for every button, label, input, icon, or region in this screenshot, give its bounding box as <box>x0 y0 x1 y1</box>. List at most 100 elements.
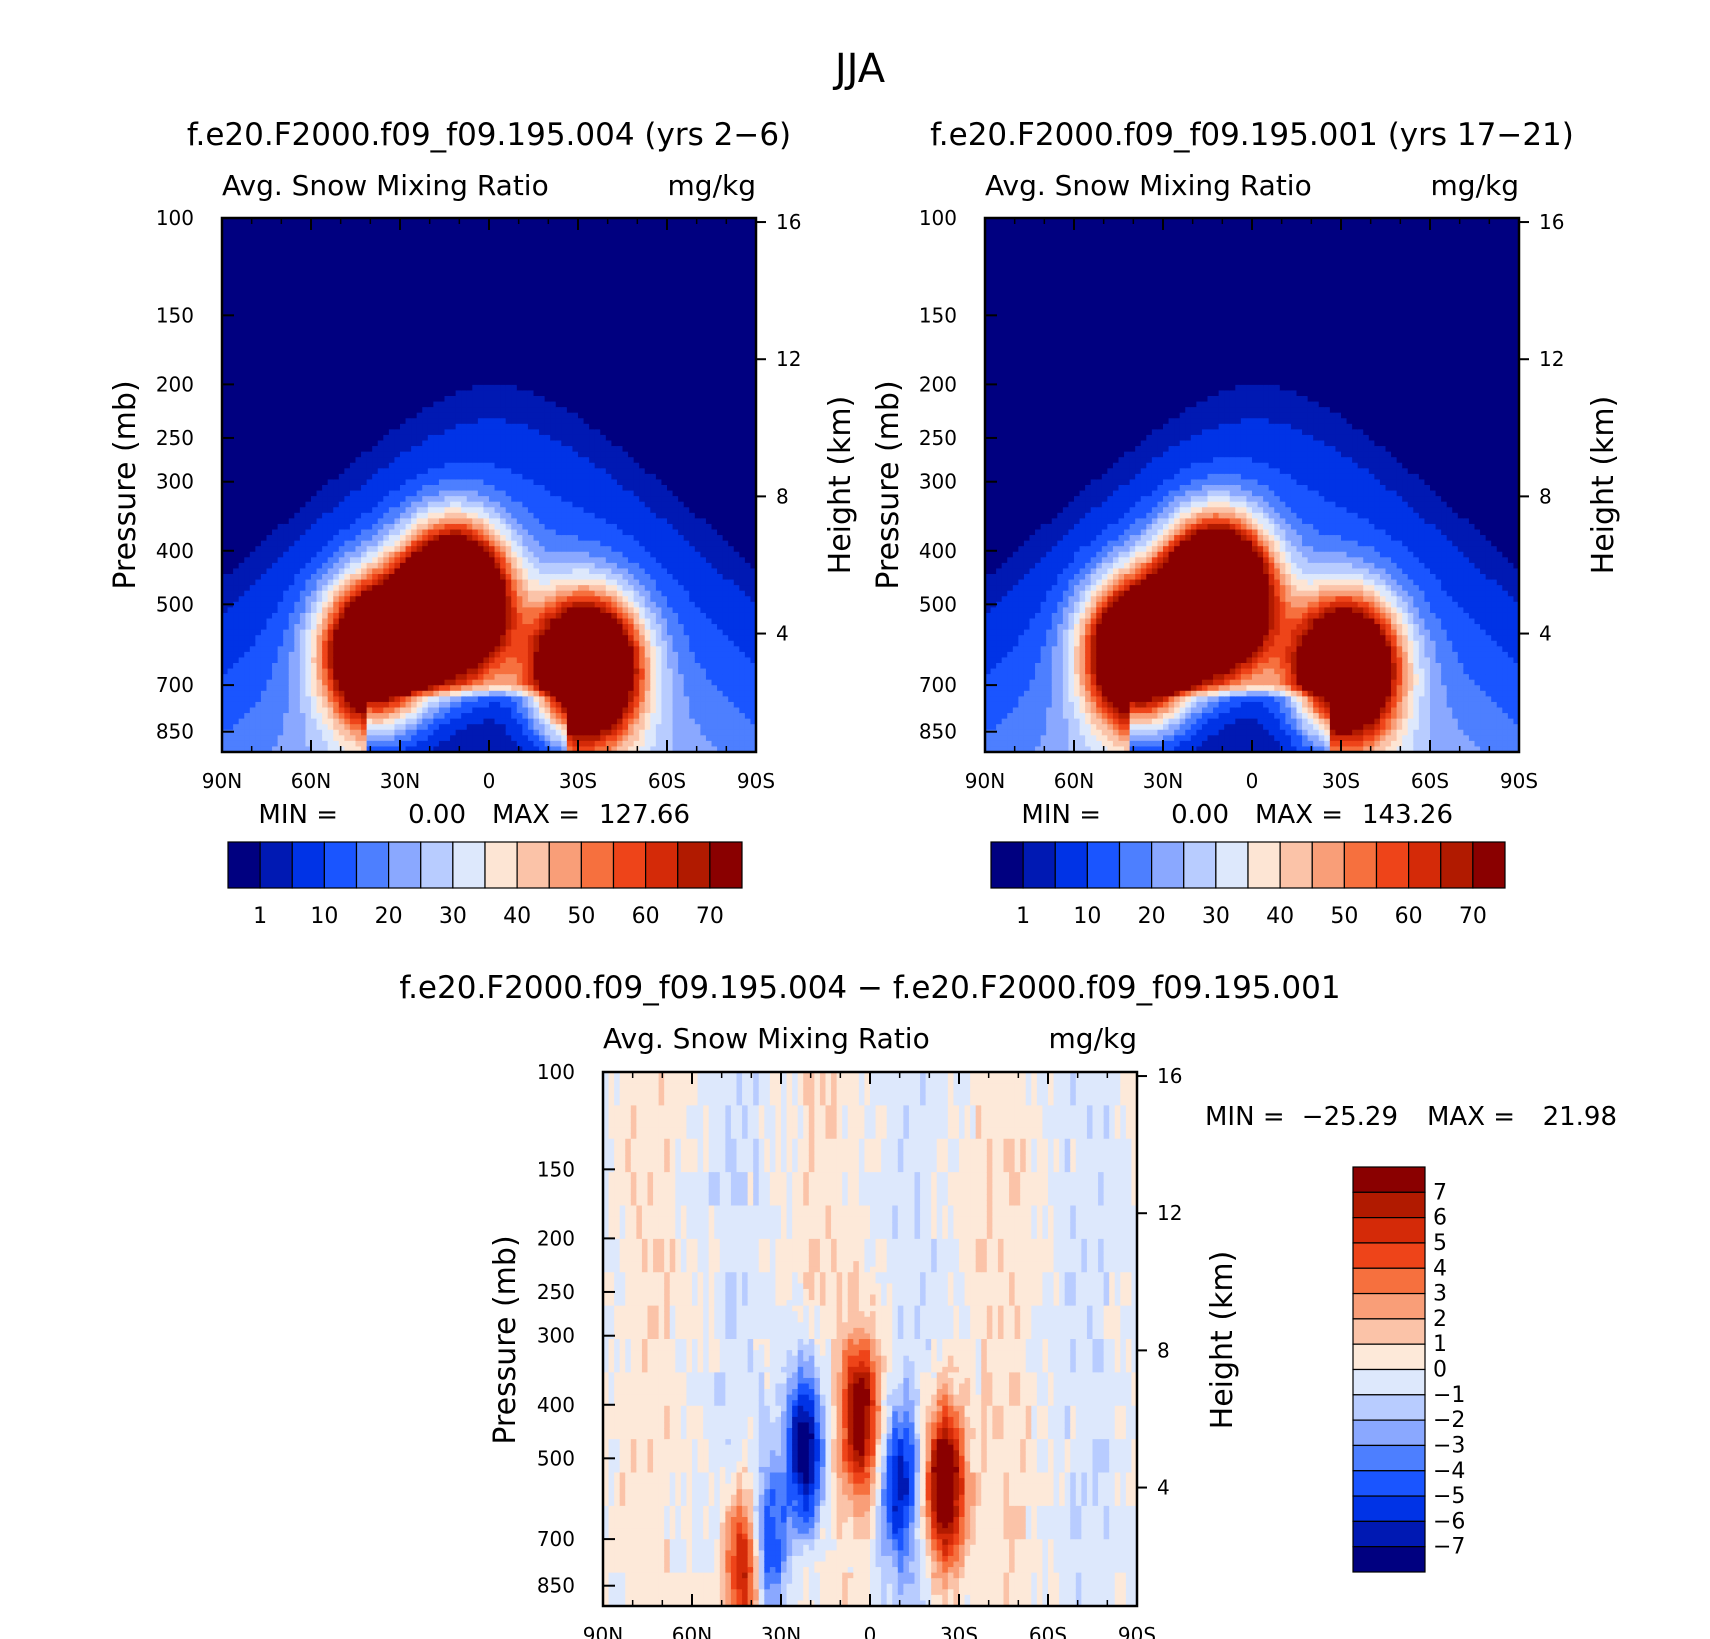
heatmap-cell <box>349 284 357 291</box>
heatmap-cell <box>416 663 423 670</box>
heatmap-cell <box>472 579 479 586</box>
heatmap-cell <box>444 379 451 386</box>
heatmap-cell <box>344 373 351 380</box>
heatmap-cell <box>327 651 334 659</box>
heatmap-cell <box>444 318 451 325</box>
heatmap-cell <box>466 735 473 742</box>
heatmap-cell <box>411 718 418 725</box>
heatmap-cell <box>433 407 440 414</box>
heatmap-cell <box>472 546 479 553</box>
heatmap-cell <box>260 546 268 553</box>
heatmap-cell <box>427 245 434 252</box>
heatmap-cell <box>333 368 340 375</box>
heatmap-cell <box>388 334 396 341</box>
heatmap-cell <box>311 440 318 447</box>
heatmap-cell <box>400 457 407 464</box>
heatmap-cell <box>433 256 440 264</box>
heatmap-cell <box>299 290 307 297</box>
heatmap-cell <box>411 462 418 469</box>
heatmap-cell <box>466 685 473 692</box>
heatmap-cell <box>227 334 234 341</box>
heatmap-cell <box>305 607 312 614</box>
heatmap-cell <box>455 268 462 275</box>
heatmap-cell <box>500 646 507 653</box>
heatmap-cell <box>394 562 401 570</box>
heatmap-cell <box>344 618 351 625</box>
heatmap-cell <box>361 312 368 319</box>
heatmap-cell <box>461 523 468 531</box>
heatmap-cell <box>233 651 240 659</box>
heatmap-cell <box>466 401 473 408</box>
heatmap-cell <box>455 245 462 252</box>
heatmap-cell <box>461 640 468 647</box>
heatmap-cell <box>383 540 390 547</box>
heatmap-cell <box>472 423 479 430</box>
heatmap-cell <box>266 535 273 542</box>
heatmap-cell <box>461 301 468 308</box>
heatmap-cell <box>377 345 384 353</box>
heatmap-cell <box>377 218 384 225</box>
heatmap-cell <box>222 612 229 620</box>
heatmap-cell <box>260 735 268 742</box>
heatmap-cell <box>388 373 396 380</box>
heatmap-cell <box>500 551 507 558</box>
heatmap-cell <box>299 612 307 620</box>
heatmap-cell <box>455 651 462 659</box>
heatmap-cell <box>427 535 434 542</box>
heatmap-cell <box>344 351 351 358</box>
heatmap-cell <box>483 423 490 430</box>
heatmap-cell <box>283 713 290 720</box>
heatmap-cell <box>299 218 307 225</box>
heatmap-cell <box>438 262 446 269</box>
heatmap-cell <box>361 701 368 709</box>
heatmap-cell <box>483 434 490 442</box>
heatmap-cell <box>366 418 373 425</box>
heatmap-cell <box>477 585 485 592</box>
heatmap-cell <box>222 729 229 736</box>
heatmap-cell <box>311 740 318 748</box>
heatmap-cell <box>355 507 362 514</box>
heatmap-cell <box>377 646 384 653</box>
heatmap-cell <box>494 334 501 341</box>
heatmap-cell <box>233 657 240 664</box>
heatmap-cell <box>327 290 334 297</box>
heatmap-cell <box>233 351 240 358</box>
heatmap-cell <box>283 429 290 436</box>
heatmap-cell <box>477 707 485 714</box>
heatmap-cell <box>283 579 290 586</box>
heatmap-cell <box>450 340 457 347</box>
heatmap-cell <box>500 718 507 725</box>
heatmap-cell <box>466 601 473 608</box>
heatmap-cell <box>344 574 351 581</box>
heatmap-cell <box>322 240 329 247</box>
heatmap-cell <box>222 696 229 703</box>
heatmap-cell <box>327 418 334 425</box>
heatmap-cell <box>311 679 318 686</box>
heatmap-cell <box>366 496 373 503</box>
heatmap-cell <box>338 646 345 653</box>
heatmap-cell <box>461 373 468 380</box>
heatmap-cell <box>472 568 479 575</box>
heatmap-cell <box>366 368 373 375</box>
heatmap-cell <box>366 579 373 586</box>
heatmap-cell <box>344 412 351 419</box>
heatmap-cell <box>361 245 368 252</box>
heatmap-cell <box>272 451 279 458</box>
heatmap-cell <box>450 724 457 731</box>
heatmap-cell <box>277 601 284 608</box>
heatmap-cell <box>299 674 307 681</box>
heatmap-cell <box>394 512 401 519</box>
heatmap-cell <box>305 574 312 581</box>
heatmap-cell <box>438 590 446 597</box>
heatmap-cell <box>461 434 468 442</box>
heatmap-cell <box>222 501 229 508</box>
heatmap-cell <box>233 546 240 553</box>
heatmap-cell <box>316 490 323 497</box>
heatmap-cell <box>305 323 312 330</box>
heatmap-cell <box>299 229 307 236</box>
heatmap-cell <box>450 479 457 486</box>
heatmap-cell <box>494 501 501 508</box>
heatmap-cell <box>272 479 279 486</box>
heatmap-cell <box>244 457 251 464</box>
heatmap-cell <box>311 718 318 725</box>
